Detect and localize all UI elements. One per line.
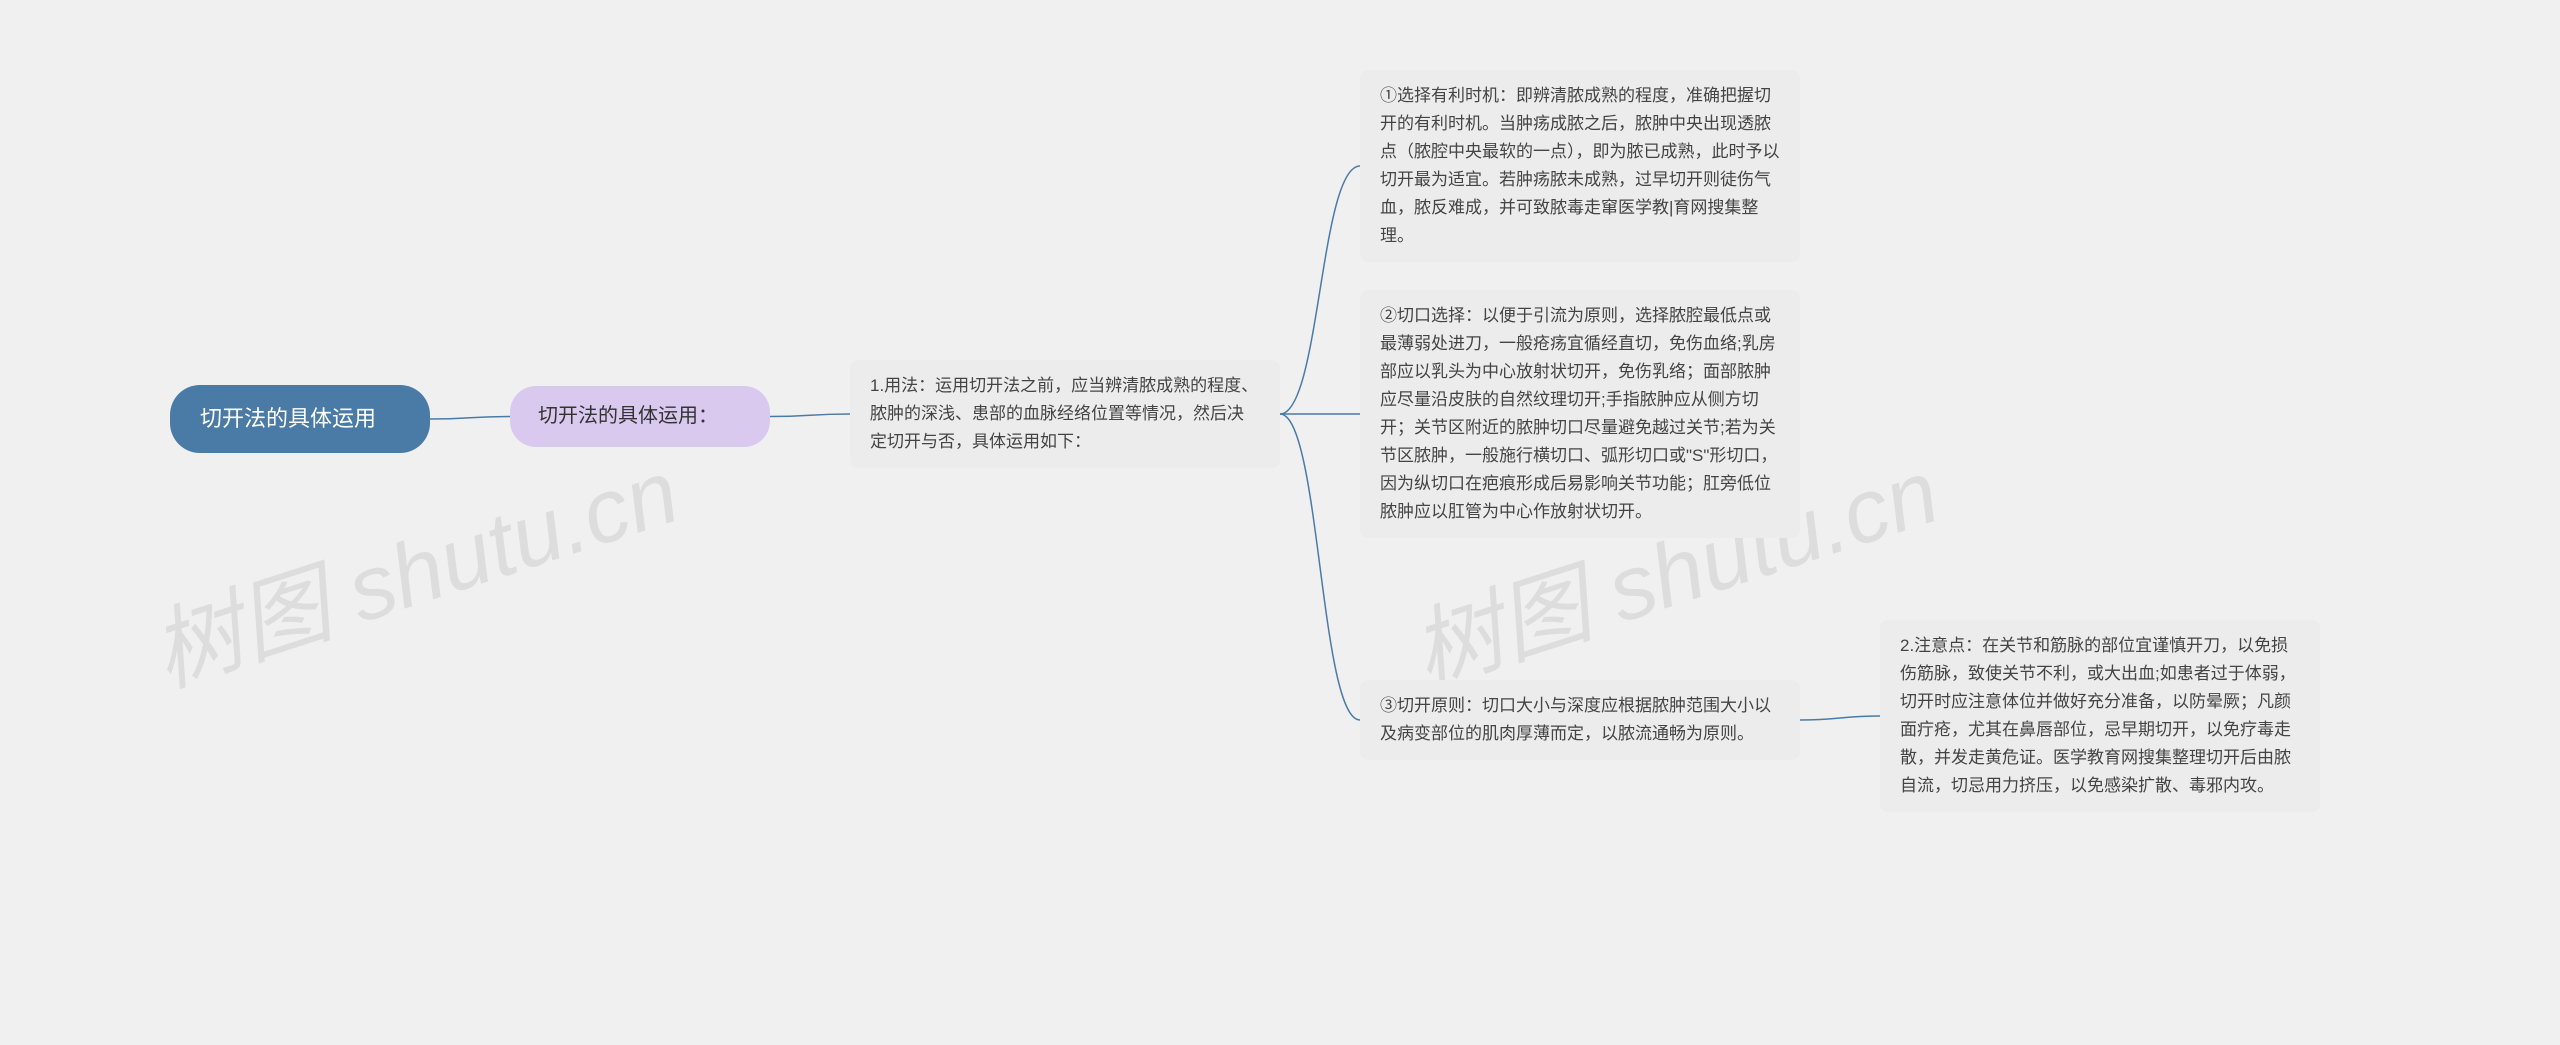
usage-node[interactable]: 1.用法：运用切开法之前，应当辨清脓成熟的程度、脓肿的深浅、患部的血脉经络位置等… xyxy=(850,360,1280,468)
level2-node[interactable]: 切开法的具体运用： xyxy=(510,386,770,447)
connector-layer xyxy=(0,0,2560,1045)
note-node[interactable]: 2.注意点：在关节和筋脉的部位宜谨慎开刀，以免损伤筋脉，致使关节不利，或大出血;… xyxy=(1880,620,2320,812)
detail-node-2[interactable]: ②切口选择：以便于引流为原则，选择脓腔最低点或最薄弱处进刀，一般疮疡宜循经直切，… xyxy=(1360,290,1800,538)
root-node[interactable]: 切开法的具体运用 xyxy=(170,385,430,453)
detail-node-1[interactable]: ①选择有利时机：即辨清脓成熟的程度，准确把握切开的有利时机。当肿疡成脓之后，脓肿… xyxy=(1360,70,1800,262)
watermark: 树图 shutu.cn xyxy=(133,419,692,711)
detail-node-3[interactable]: ③切开原则：切口大小与深度应根据脓肿范围大小以及病变部位的肌肉厚薄而定，以脓流通… xyxy=(1360,680,1800,760)
mindmap-canvas: 树图 shutu.cn 树图 shutu.cn 切开法的具体运用 切开法的具体运… xyxy=(0,0,2560,1045)
